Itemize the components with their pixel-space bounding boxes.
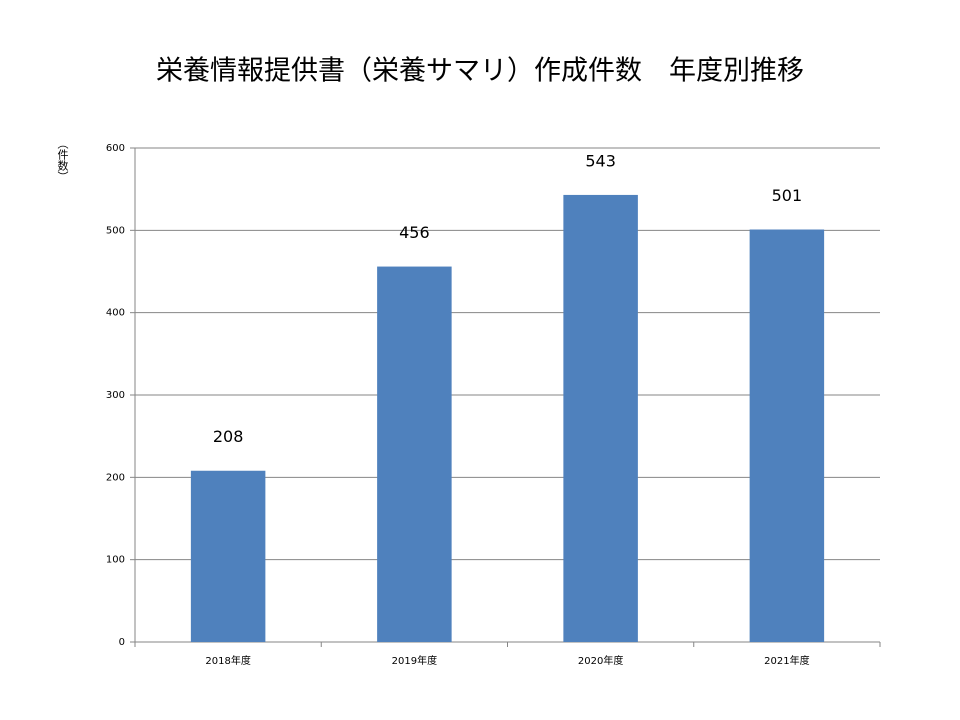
chart-title: 栄養情報提供書（栄養サマリ）作成件数 年度別推移 (156, 56, 804, 87)
data-label: 208 (213, 427, 244, 446)
y-tick-label: 500 (106, 225, 125, 236)
bar (749, 229, 825, 642)
data-label: 543 (585, 151, 616, 170)
y-tick-label: 200 (106, 472, 125, 483)
bar (377, 266, 452, 642)
y-tick-label: 100 (106, 555, 125, 566)
y-tick-label: 400 (106, 308, 125, 319)
x-tick-label: 2018年度 (205, 654, 250, 667)
data-label: 456 (399, 223, 430, 242)
y-axis-label: （件数） (56, 138, 69, 182)
y-tick-label: 600 (106, 143, 125, 154)
x-tick-label: 2020年度 (578, 654, 623, 667)
y-tick-label: 0 (119, 637, 125, 648)
x-tick-label: 2019年度 (392, 654, 437, 667)
bar (563, 194, 638, 642)
data-label: 501 (772, 186, 803, 205)
x-tick-label: 2021年度 (764, 654, 809, 667)
bar (190, 470, 266, 642)
y-tick-label: 300 (106, 390, 125, 401)
